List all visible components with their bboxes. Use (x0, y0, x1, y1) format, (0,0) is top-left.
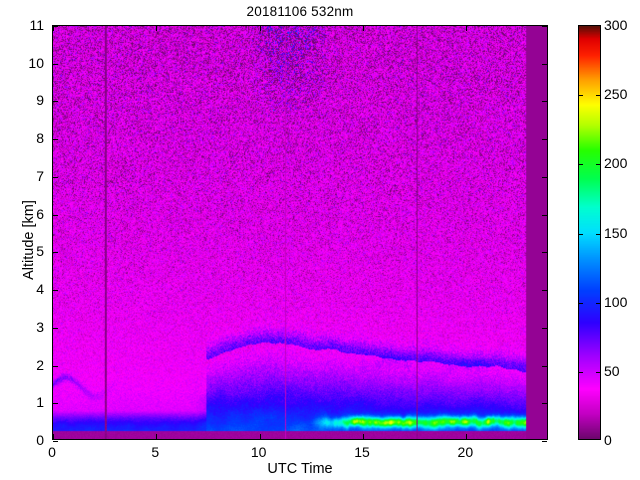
x-tick-top (156, 26, 158, 31)
x-tick (466, 434, 468, 439)
y-tick-label: 9 (36, 92, 44, 109)
heatmap-canvas (53, 26, 547, 439)
colorbar-tick (579, 164, 583, 166)
y-tick-label: 11 (29, 17, 44, 33)
colorbar-tick-label: 50 (604, 362, 620, 379)
y-tick (53, 63, 58, 65)
y-tick (53, 214, 58, 216)
x-tick-top (363, 26, 364, 31)
x-tick (156, 434, 158, 439)
y-tick-label: 6 (36, 205, 44, 222)
x-tick-top (259, 26, 261, 31)
y-tick-right (542, 26, 547, 27)
colorbar-tick-label: 100 (604, 293, 628, 310)
y-tick-right (542, 252, 547, 254)
y-tick-right (542, 63, 547, 65)
colorbar-tick (579, 233, 583, 235)
y-tick (53, 441, 58, 442)
y-tick (53, 139, 58, 141)
y-tick-label: 4 (36, 281, 44, 298)
y-tick-right (542, 176, 547, 178)
y-tick-label: 1 (36, 394, 44, 411)
colorbar (578, 25, 601, 440)
y-tick-label: 10 (28, 54, 44, 71)
y-tick-label: 0 (36, 432, 44, 448)
y-tick-right (542, 327, 547, 329)
y-tick (53, 403, 58, 405)
x-tick (363, 434, 364, 439)
y-tick-right (542, 365, 547, 367)
y-tick-label: 5 (36, 243, 44, 260)
colorbar-tick-label: 250 (604, 86, 628, 103)
colorbar-canvas (579, 26, 600, 439)
colorbar-tick (579, 302, 583, 304)
x-tick-top (466, 26, 468, 31)
colorbar-tick-label: 300 (604, 17, 628, 33)
y-tick-label: 8 (36, 130, 44, 147)
x-tick (259, 434, 261, 439)
x-tick (53, 434, 54, 439)
page-title: 20181106 532nm (246, 4, 354, 19)
heatmap-axes (52, 25, 548, 442)
y-tick (53, 26, 58, 27)
y-tick (53, 101, 58, 103)
colorbar-tick (579, 371, 583, 373)
y-tick (53, 176, 58, 178)
colorbar-tick (596, 233, 600, 235)
x-tick-top (53, 26, 54, 31)
colorbar-tick-label: 0 (604, 432, 612, 448)
y-tick (53, 327, 58, 329)
y-tick-right (542, 139, 547, 141)
colorbar-tick (596, 371, 600, 373)
x-tick-label: 5 (151, 444, 160, 460)
colorbar-tick (596, 95, 600, 97)
x-tick-label: 10 (250, 444, 267, 460)
y-tick (53, 365, 58, 367)
colorbar-tick (596, 164, 600, 166)
y-tick-right (542, 290, 547, 292)
y-tick-right (542, 403, 547, 405)
colorbar-tick-label: 150 (604, 224, 628, 241)
x-tick-label: 0 (48, 444, 56, 460)
y-tick-label: 2 (36, 356, 44, 373)
colorbar-tick (579, 95, 583, 97)
y-tick-right (542, 441, 547, 442)
y-axis-label: Altitude [km] (21, 200, 37, 280)
y-tick-label: 7 (36, 167, 44, 184)
colorbar-tick (596, 302, 600, 304)
y-tick (53, 252, 58, 254)
colorbar-tick-label: 200 (604, 155, 628, 172)
x-axis-label: UTC Time (267, 461, 333, 477)
y-tick-right (542, 101, 547, 103)
y-tick-right (542, 214, 547, 216)
y-tick-label: 3 (36, 318, 44, 335)
y-tick (53, 290, 58, 292)
x-tick-label: 20 (457, 444, 474, 460)
x-tick-label: 15 (354, 444, 370, 460)
